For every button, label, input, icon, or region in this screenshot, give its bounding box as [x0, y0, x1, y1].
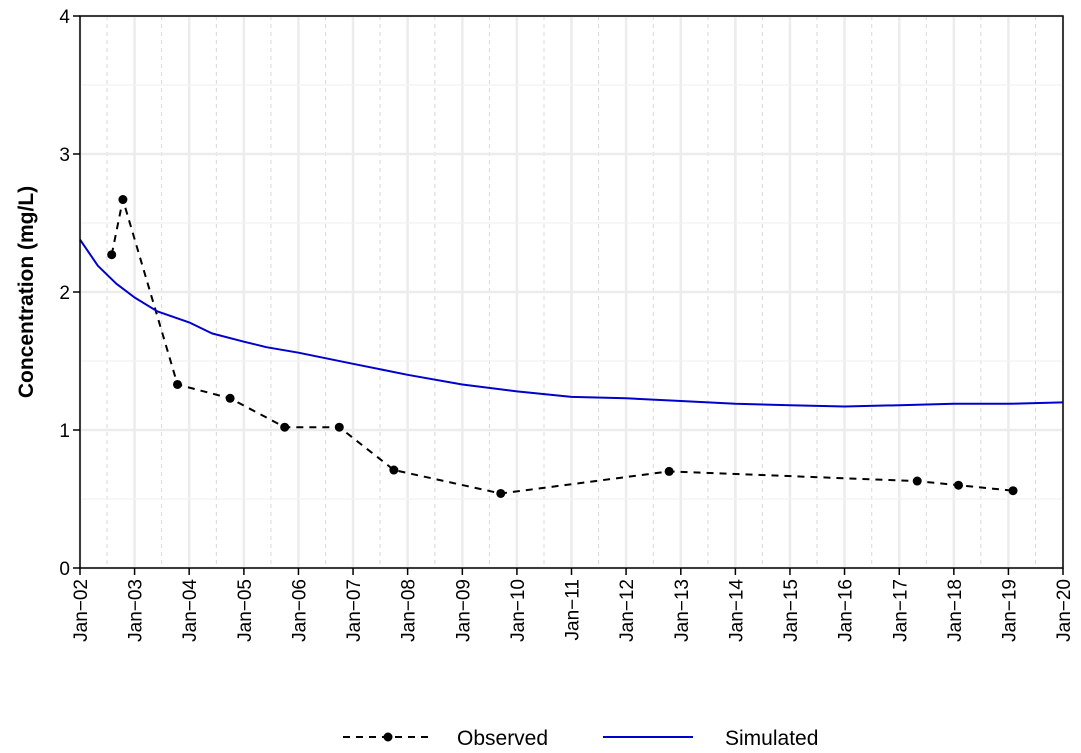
x-tick-label: Jan−19 — [999, 579, 1020, 642]
x-tick-label: Jan−02 — [71, 579, 92, 642]
x-tick-label: Jan−08 — [399, 579, 420, 642]
y-tick-label: 3 — [59, 145, 70, 166]
x-tick-label: Jan−13 — [672, 579, 693, 642]
y-tick-label: 2 — [59, 283, 70, 304]
data-point-observed — [118, 195, 128, 205]
data-point-observed — [280, 422, 290, 432]
x-tick-label: Jan−15 — [781, 579, 802, 642]
data-point-observed — [912, 476, 922, 486]
y-tick-label: 1 — [59, 421, 70, 442]
x-tick-label: Jan−09 — [453, 579, 474, 642]
y-tick-label: 4 — [59, 7, 70, 28]
x-tick-label: Jan−20 — [1054, 579, 1075, 642]
legend-simulated-label: Simulated — [725, 727, 818, 750]
x-tick-label: Jan−07 — [344, 579, 365, 642]
data-point-observed — [953, 480, 963, 490]
data-point-observed — [172, 379, 182, 389]
legend-observed-label: Observed — [457, 727, 548, 750]
y-tick-label: 0 — [59, 559, 70, 580]
x-tick-label: Jan−14 — [726, 579, 747, 642]
axes: 0 1 2 3 4 Jan−02 Jan−03 Jan−04 Jan−05 Jan−06 Jan−0… — [59, 7, 1075, 642]
legend-item-observed: Observed — [343, 727, 548, 750]
x-tick-label: Jan−10 — [508, 579, 529, 642]
x-tick-label: Jan−18 — [945, 579, 966, 642]
series-line-observed — [110, 198, 1014, 495]
x-tick-label: Jan−11 — [563, 579, 584, 640]
x-tick-label: Jan−05 — [235, 579, 256, 642]
data-point-observed — [496, 488, 506, 498]
legend: Observed Simulated — [343, 727, 818, 750]
plot-series — [79, 195, 1064, 498]
x-tick-label: Jan−17 — [890, 579, 911, 642]
x-tick-label: Jan−04 — [180, 579, 201, 642]
y-axis-title: Concentration (mg/L) — [15, 186, 38, 398]
x-tick-label: Jan−06 — [290, 579, 311, 642]
data-point-observed — [1008, 486, 1018, 496]
series-line-simulated — [79, 239, 1064, 408]
data-point-observed — [107, 250, 117, 260]
x-tick-label: Jan−03 — [126, 579, 147, 642]
data-point-observed — [664, 466, 674, 476]
legend-observed-marker — [383, 732, 393, 742]
data-point-observed — [225, 393, 235, 403]
x-tick-label: Jan−16 — [836, 579, 857, 642]
data-point-observed — [334, 422, 344, 432]
data-point-observed — [389, 465, 399, 475]
x-tick-label: Jan−12 — [617, 579, 638, 642]
legend-item-simulated: Simulated — [603, 727, 818, 750]
